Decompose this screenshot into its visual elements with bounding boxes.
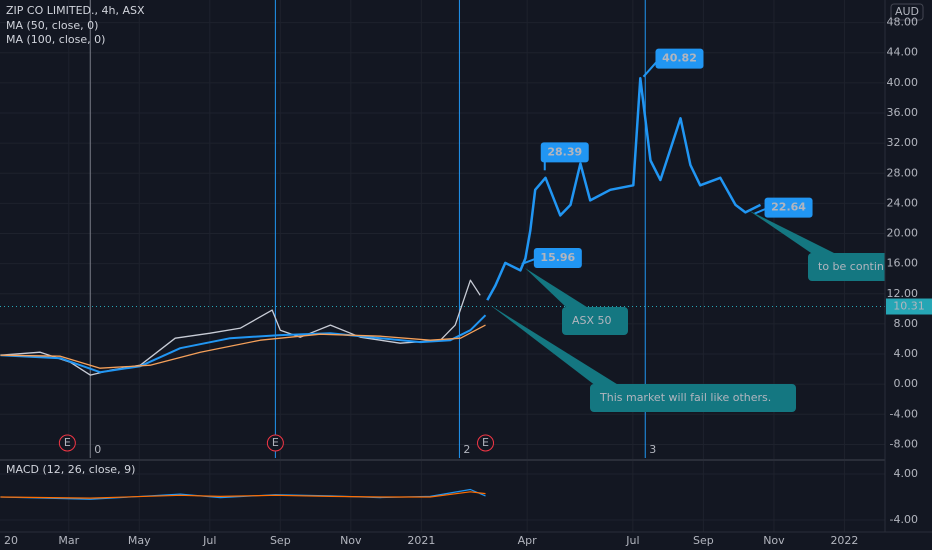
plot-area: 28.39 40.82 15.96 22.64 ASX 50 This market wi… [0,0,885,532]
x-tick-label: Nov [763,534,785,547]
y-tick-label: 8.00 [894,317,919,330]
x-tick-label: 20 [4,534,18,547]
y-tick-label: 0.00 [894,377,919,390]
price-label-box [540,142,589,163]
y-tick-label: 20.00 [887,227,919,240]
earnings-marker [266,434,284,452]
vline-label: 2 [463,443,470,456]
callout-pointer [748,210,838,255]
price-label: 22.64 [771,201,806,214]
callout-box [590,384,796,412]
x-tick-label: Sep [270,534,291,547]
callout-text: to be contin [818,260,884,273]
callout-pointer [490,305,620,386]
price-label: 40.82 [662,52,697,65]
x-tick-label: Jul [202,534,216,547]
y-tick-label: 12.00 [887,287,919,300]
y-tick-label: -4.00 [890,407,918,420]
legend-entry: MA (100, close, 0) [6,33,105,46]
earnings-marker [477,434,495,452]
y-tick-label: 28.00 [887,166,919,179]
macd-title: MACD (12, 26, close, 9) [6,463,135,476]
callout-text: ASX 50 [572,314,612,327]
y-tick-label: 32.00 [887,136,919,149]
current-price-badge [886,298,932,315]
x-tick-label: Nov [340,534,362,547]
x-tick-label: Mar [58,534,79,547]
currency: AUD [895,5,919,18]
vline-label: 0 [94,443,101,456]
earnings-marker [58,434,76,452]
price-label-box [655,48,704,69]
legend-title: ZIP CO LIMITED., 4h, ASX [6,4,145,17]
price-label: 15.96 [540,251,575,264]
y-tick-label: 48.00 [887,16,919,29]
y-tick-label: -8.00 [890,437,918,450]
price-label-box [764,197,813,218]
currency-box [890,3,924,21]
y-tick-label: 40.00 [887,76,919,89]
vline-label: 3 [649,443,656,456]
y-tick-label: 16.00 [887,257,919,270]
price-label: 28.39 [547,145,582,158]
price-line [0,324,486,369]
price-line [486,77,762,301]
price-label-box [533,247,582,268]
x-tick-label: Jul [625,534,639,547]
y-tick-label: 4.00 [894,467,919,480]
y-tick-label: 44.00 [887,46,919,59]
price-line [0,314,487,374]
callout-box [808,253,885,281]
macd-line [0,491,486,499]
y-tick-label: 36.00 [887,106,919,119]
x-tick-label: Apr [518,534,538,547]
earnings-label: E [482,436,489,449]
y-tick-label: 24.00 [887,196,919,209]
earnings-label: E [272,436,279,449]
x-tick-label: 2022 [830,534,858,547]
x-tick-label: Sep [693,534,714,547]
callout-pointer [525,268,590,309]
legend-entry: MA (50, close, 0) [6,19,98,32]
earnings-label: E [64,436,71,449]
callout-text: This market will fail like others. [599,391,771,404]
callout-box [562,307,628,335]
y-tick-label: -4.00 [890,513,918,526]
x-tick-label: 2021 [407,534,435,547]
x-tick-label: May [128,534,151,547]
current-price-label: 10.31 [893,300,925,313]
y-tick-label: 4.00 [894,347,919,360]
